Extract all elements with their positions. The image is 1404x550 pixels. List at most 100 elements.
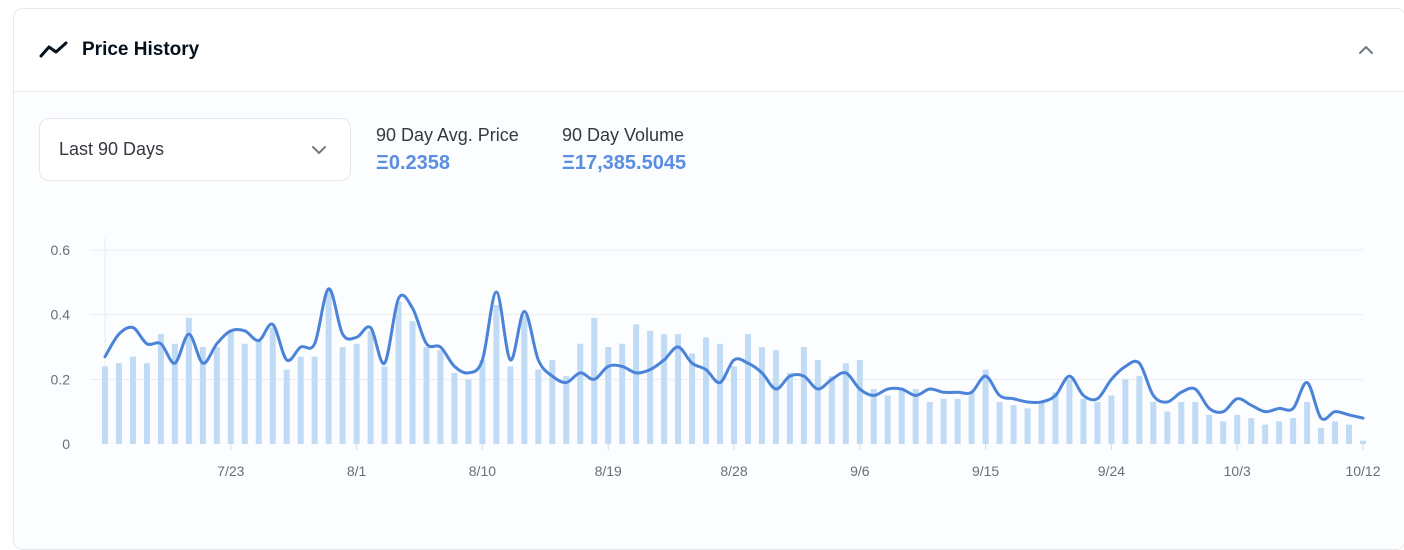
volume-bar bbox=[1178, 401, 1185, 444]
panel-title: Price History bbox=[82, 39, 200, 60]
time-range-select[interactable]: Last 90 Days bbox=[39, 118, 351, 181]
volume-bar bbox=[1094, 401, 1101, 444]
volume-bar bbox=[1038, 401, 1045, 444]
x-tick-label: 9/24 bbox=[1098, 463, 1125, 479]
x-tick-label: 8/10 bbox=[469, 463, 496, 479]
volume-bar bbox=[1206, 414, 1213, 444]
x-axis-ticks: 7/23 8/1 8/10 8/19 8/28 9/6 9/15 9/24 10/3 10/12 bbox=[217, 444, 1381, 479]
price-history-panel: Price History Last 90 Days 90 Day Avg. P… bbox=[13, 8, 1404, 550]
volume-bar bbox=[1248, 418, 1255, 444]
volume-bar bbox=[311, 356, 318, 444]
volume-bar bbox=[1220, 421, 1227, 444]
volume-bar bbox=[758, 347, 765, 444]
x-tick-label: 8/28 bbox=[720, 463, 747, 479]
volume-bar bbox=[1346, 424, 1353, 444]
x-tick-label: 8/1 bbox=[347, 463, 367, 479]
volume-bar bbox=[129, 356, 136, 444]
avg-price-value: Ξ0.2358 bbox=[376, 152, 451, 174]
x-tick-label: 10/3 bbox=[1224, 463, 1251, 479]
chevron-down-icon bbox=[312, 146, 326, 154]
volume-bar bbox=[689, 353, 696, 444]
volume-bar bbox=[549, 359, 556, 444]
volume-bar bbox=[786, 372, 793, 444]
volume-bar bbox=[1024, 408, 1031, 444]
volume-bar bbox=[577, 343, 584, 444]
volume-bar bbox=[102, 366, 108, 444]
volume-bar bbox=[828, 376, 835, 444]
volume-bar bbox=[940, 398, 947, 444]
volume-bar bbox=[367, 330, 374, 444]
volume-bar bbox=[521, 314, 528, 444]
volume-bar bbox=[968, 392, 975, 444]
volume-bar bbox=[115, 363, 122, 444]
volume-bar bbox=[1360, 440, 1366, 444]
volume-bar bbox=[1080, 398, 1087, 444]
volume-bar bbox=[283, 369, 290, 444]
volume-bar bbox=[535, 369, 542, 444]
line-chart-icon bbox=[39, 41, 68, 58]
volume-bar bbox=[563, 376, 570, 444]
volume-bar bbox=[800, 347, 807, 444]
volume-bar bbox=[409, 321, 416, 444]
volume-bar bbox=[1122, 379, 1129, 444]
volume-bar bbox=[395, 301, 402, 444]
volume-bar bbox=[1164, 411, 1171, 444]
volume-bar bbox=[675, 334, 682, 444]
volume-bar bbox=[591, 317, 598, 444]
volume-bar bbox=[339, 347, 346, 444]
volume-bar bbox=[744, 334, 751, 444]
volume-bar bbox=[381, 366, 388, 444]
volume-bar bbox=[353, 343, 360, 444]
y-tick-label: 0.6 bbox=[51, 242, 71, 258]
avg-price-label: 90 Day Avg. Price bbox=[376, 125, 519, 145]
volume-bar bbox=[1332, 421, 1339, 444]
volume-label: 90 Day Volume bbox=[562, 125, 685, 145]
volume-bar bbox=[870, 389, 877, 444]
volume-bar bbox=[185, 317, 192, 444]
volume-bar bbox=[297, 356, 304, 444]
x-tick-label: 7/23 bbox=[217, 463, 244, 479]
panel-body: Last 90 Days 90 Day Avg. Price Ξ0.2358 9… bbox=[14, 92, 1404, 549]
price-history-chart: 0 0.2 0.4 0.6 7/23 8/1 8/10 8/19 8/28 9/6 9/15 9/2… bbox=[51, 238, 1381, 479]
volume-bar bbox=[1136, 376, 1143, 444]
volume-bar bbox=[996, 401, 1003, 444]
volume-value: Ξ17,385.5045 bbox=[562, 152, 687, 174]
volume-bar bbox=[1108, 395, 1115, 444]
volume-bar bbox=[647, 330, 654, 444]
volume-bar bbox=[1234, 414, 1241, 444]
volume-bar bbox=[1066, 379, 1073, 444]
volume-bar bbox=[465, 379, 472, 444]
volume-bar bbox=[1262, 424, 1269, 444]
volume-bar bbox=[157, 334, 164, 444]
volume-bar bbox=[199, 347, 206, 444]
volume-bar bbox=[814, 359, 821, 444]
x-tick-label: 9/6 bbox=[850, 463, 870, 479]
volume-bar bbox=[507, 366, 514, 444]
x-tick-label: 8/19 bbox=[595, 463, 622, 479]
volume-bar bbox=[1304, 401, 1311, 444]
volume-bar bbox=[423, 347, 430, 444]
volume-bar bbox=[479, 359, 486, 444]
volume-bar bbox=[619, 343, 626, 444]
volume-bar bbox=[1052, 392, 1059, 444]
volume-bar bbox=[856, 359, 863, 444]
volume-bar bbox=[451, 372, 458, 444]
volume-stat: 90 Day Volume Ξ17,385.5045 bbox=[562, 125, 686, 175]
volume-bar bbox=[912, 389, 919, 444]
panel-header[interactable]: Price History bbox=[14, 9, 1404, 92]
chevron-up-icon[interactable] bbox=[1355, 39, 1377, 61]
volume-bar bbox=[1192, 401, 1199, 444]
time-range-value: Last 90 Days bbox=[59, 139, 165, 159]
volume-bar bbox=[898, 389, 905, 444]
volume-bar bbox=[731, 366, 737, 444]
volume-bar bbox=[213, 347, 220, 444]
volume-bar bbox=[1010, 405, 1017, 444]
volume-bar bbox=[1276, 421, 1283, 444]
volume-bar bbox=[1318, 427, 1325, 444]
volume-bar bbox=[143, 363, 150, 444]
volume-bar bbox=[227, 330, 234, 444]
volume-bar bbox=[717, 343, 724, 444]
price-line bbox=[103, 287, 1365, 421]
volume-bar bbox=[772, 350, 779, 444]
y-tick-label: 0.4 bbox=[51, 307, 71, 323]
